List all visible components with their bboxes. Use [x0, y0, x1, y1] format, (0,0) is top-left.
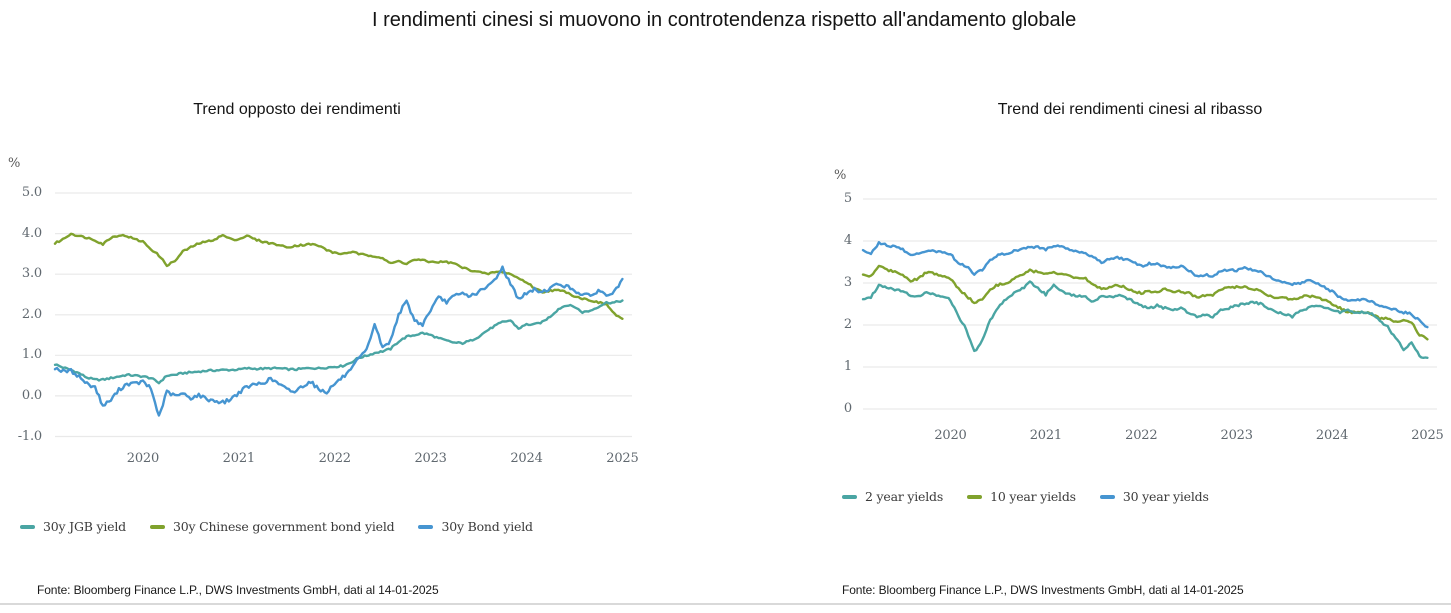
legend-item-10-year-yields: 10 year yields: [967, 489, 1076, 504]
x-tick-label: 2021: [1029, 428, 1063, 443]
y-tick-label: 4: [843, 233, 852, 248]
right-chart-legend: 2 year yields 10 year yields 30 year yie…: [842, 489, 1209, 504]
x-tick-label: 2020: [934, 428, 967, 443]
y-tick-label: 2: [843, 317, 852, 332]
y-tick-label: 0.0: [21, 387, 42, 403]
y-tick-label: 2.0: [21, 306, 42, 322]
line-series-30y-bond-yield: [53, 265, 624, 417]
x-tick-label: 2024: [510, 451, 543, 466]
left-y-axis-unit-label: %: [8, 156, 21, 171]
x-tick-label: 2023: [414, 451, 447, 466]
line-series-30-year-yields: [861, 241, 1429, 329]
right-y-axis-unit-label: %: [834, 168, 847, 183]
legend-item-30-year-yields: 30 year yields: [1099, 489, 1209, 504]
legend-swatch-teal: [20, 524, 35, 529]
y-tick-label: 1: [843, 359, 852, 374]
legend-swatch-blue: [418, 524, 434, 529]
x-tick-label: 2021: [222, 451, 255, 466]
y-tick-label: -1.0: [17, 428, 42, 444]
legend-label: 30y JGB yield: [43, 519, 126, 534]
legend-label: 10 year yields: [990, 489, 1076, 504]
x-tick-label: 2022: [318, 451, 351, 466]
left-chart-title: Trend opposto dei rendimenti: [193, 101, 401, 118]
legend-label: 2 year yields: [865, 489, 944, 504]
legend-item-30y-chinese-government-bond-yield: 30y Chinese government bond yield: [149, 519, 395, 534]
legend-item-30y-bond-yield: 30y Bond yield: [418, 519, 533, 534]
x-tick-label: 2020: [126, 451, 160, 466]
line-series-30y-jgb-yield: [53, 299, 624, 385]
x-tick-label: 2023: [1220, 428, 1253, 443]
legend-swatch-blue: [1099, 494, 1115, 499]
left-chart-source: Fonte: Bloomberg Finance L.P., DWS Inves…: [37, 583, 439, 597]
line-series-10-year-yields: [861, 264, 1429, 341]
y-tick-label: 1.0: [21, 347, 42, 363]
left-chart-legend: 30y JGB yield 30y Chinese government bon…: [20, 519, 533, 534]
x-tick-label: 2025: [1411, 428, 1444, 443]
bottom-divider: [0, 603, 1451, 605]
right-chart-source: Fonte: Bloomberg Finance L.P., DWS Inves…: [842, 583, 1244, 597]
x-tick-label: 2025: [606, 451, 639, 466]
legend-label: 30 year yields: [1122, 489, 1209, 504]
legend-swatch-teal: [842, 494, 857, 499]
legend-swatch-olive: [149, 524, 165, 529]
legend-label: 30y Chinese government bond yield: [172, 519, 395, 534]
y-tick-label: 3: [843, 275, 852, 290]
x-tick-label: 2024: [1315, 428, 1349, 443]
main-title: I rendimenti cinesi si muovono in contro…: [372, 9, 1077, 31]
y-tick-label: 5: [843, 191, 852, 206]
line-series-30y-chinese-government-bond-yield: [53, 232, 624, 320]
y-tick-label: 4.0: [21, 225, 42, 241]
legend-label: 30y Bond yield: [441, 519, 533, 534]
right-chart-title: Trend dei rendimenti cinesi al ribasso: [997, 101, 1263, 118]
x-tick-label: 2022: [1125, 428, 1158, 443]
legend-swatch-olive: [967, 494, 983, 499]
y-tick-label: 3.0: [21, 266, 42, 282]
legend-item-30y-jgb-yield: 30y JGB yield: [20, 519, 126, 534]
legend-item-2-year-yields: 2 year yields: [842, 489, 943, 504]
y-tick-label: 0: [843, 401, 852, 416]
line-series-2-year-yields: [861, 280, 1429, 359]
y-tick-label: 5.0: [21, 185, 42, 200]
